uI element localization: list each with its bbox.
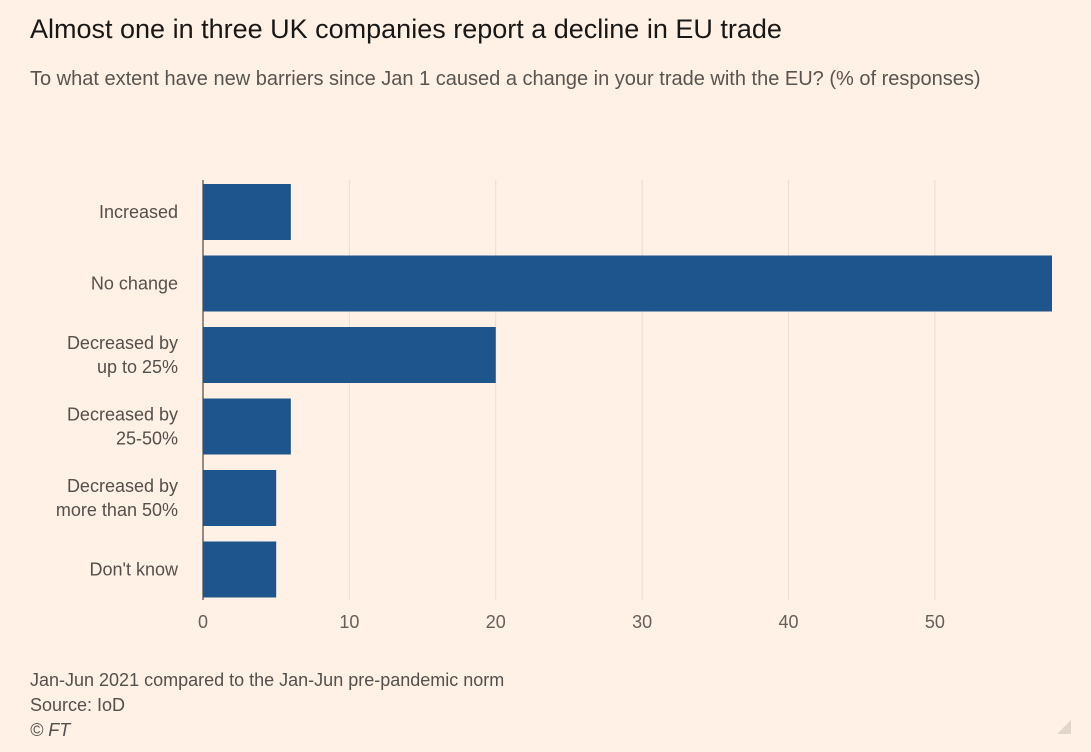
category-label-line: Don't know [90, 560, 179, 580]
bar [203, 184, 291, 240]
bar [203, 255, 1052, 312]
category-label: Decreased by up to 25% [67, 333, 178, 377]
category-label-line: Decreased by [67, 476, 178, 496]
footer-source: Source: IoD [30, 695, 126, 715]
resize-grip-icon [1057, 720, 1071, 734]
footer-copyright: © FT [30, 720, 71, 740]
x-tick-label: 40 [779, 612, 799, 632]
x-tick-label: 30 [632, 612, 652, 632]
x-tick-label: 50 [925, 612, 945, 632]
bar [203, 327, 496, 383]
x-tick-label: 0 [198, 612, 208, 632]
chart-footer: Jan-Jun 2021 compared to the Jan-Jun pre… [30, 668, 504, 743]
category-label-line: up to 25% [97, 357, 178, 377]
category-label: Decreased by 25-50% [67, 405, 178, 449]
category-label-line: more than 50% [56, 500, 178, 520]
category-label: Decreased by more than 50% [56, 476, 178, 520]
category-label-line: 25-50% [116, 429, 178, 449]
chart-subtitle: To what extent have new barriers since J… [30, 68, 981, 90]
category-label-line: Increased [99, 202, 178, 222]
category-label-line: Decreased by [67, 405, 178, 425]
bar [203, 398, 291, 455]
category-label: No change [91, 274, 178, 294]
bar [203, 470, 277, 526]
x-tick-label: 20 [486, 612, 506, 632]
footer-note: Jan-Jun 2021 compared to the Jan-Jun pre… [30, 670, 505, 690]
category-label: Don't know [90, 560, 179, 580]
x-tick-label: 10 [339, 612, 359, 632]
bar [203, 541, 277, 598]
chart-title: Almost one in three UK companies report … [30, 14, 782, 44]
category-label-line: Decreased by [67, 333, 178, 353]
category-label-line: No change [91, 274, 178, 294]
category-label: Increased [99, 202, 178, 222]
